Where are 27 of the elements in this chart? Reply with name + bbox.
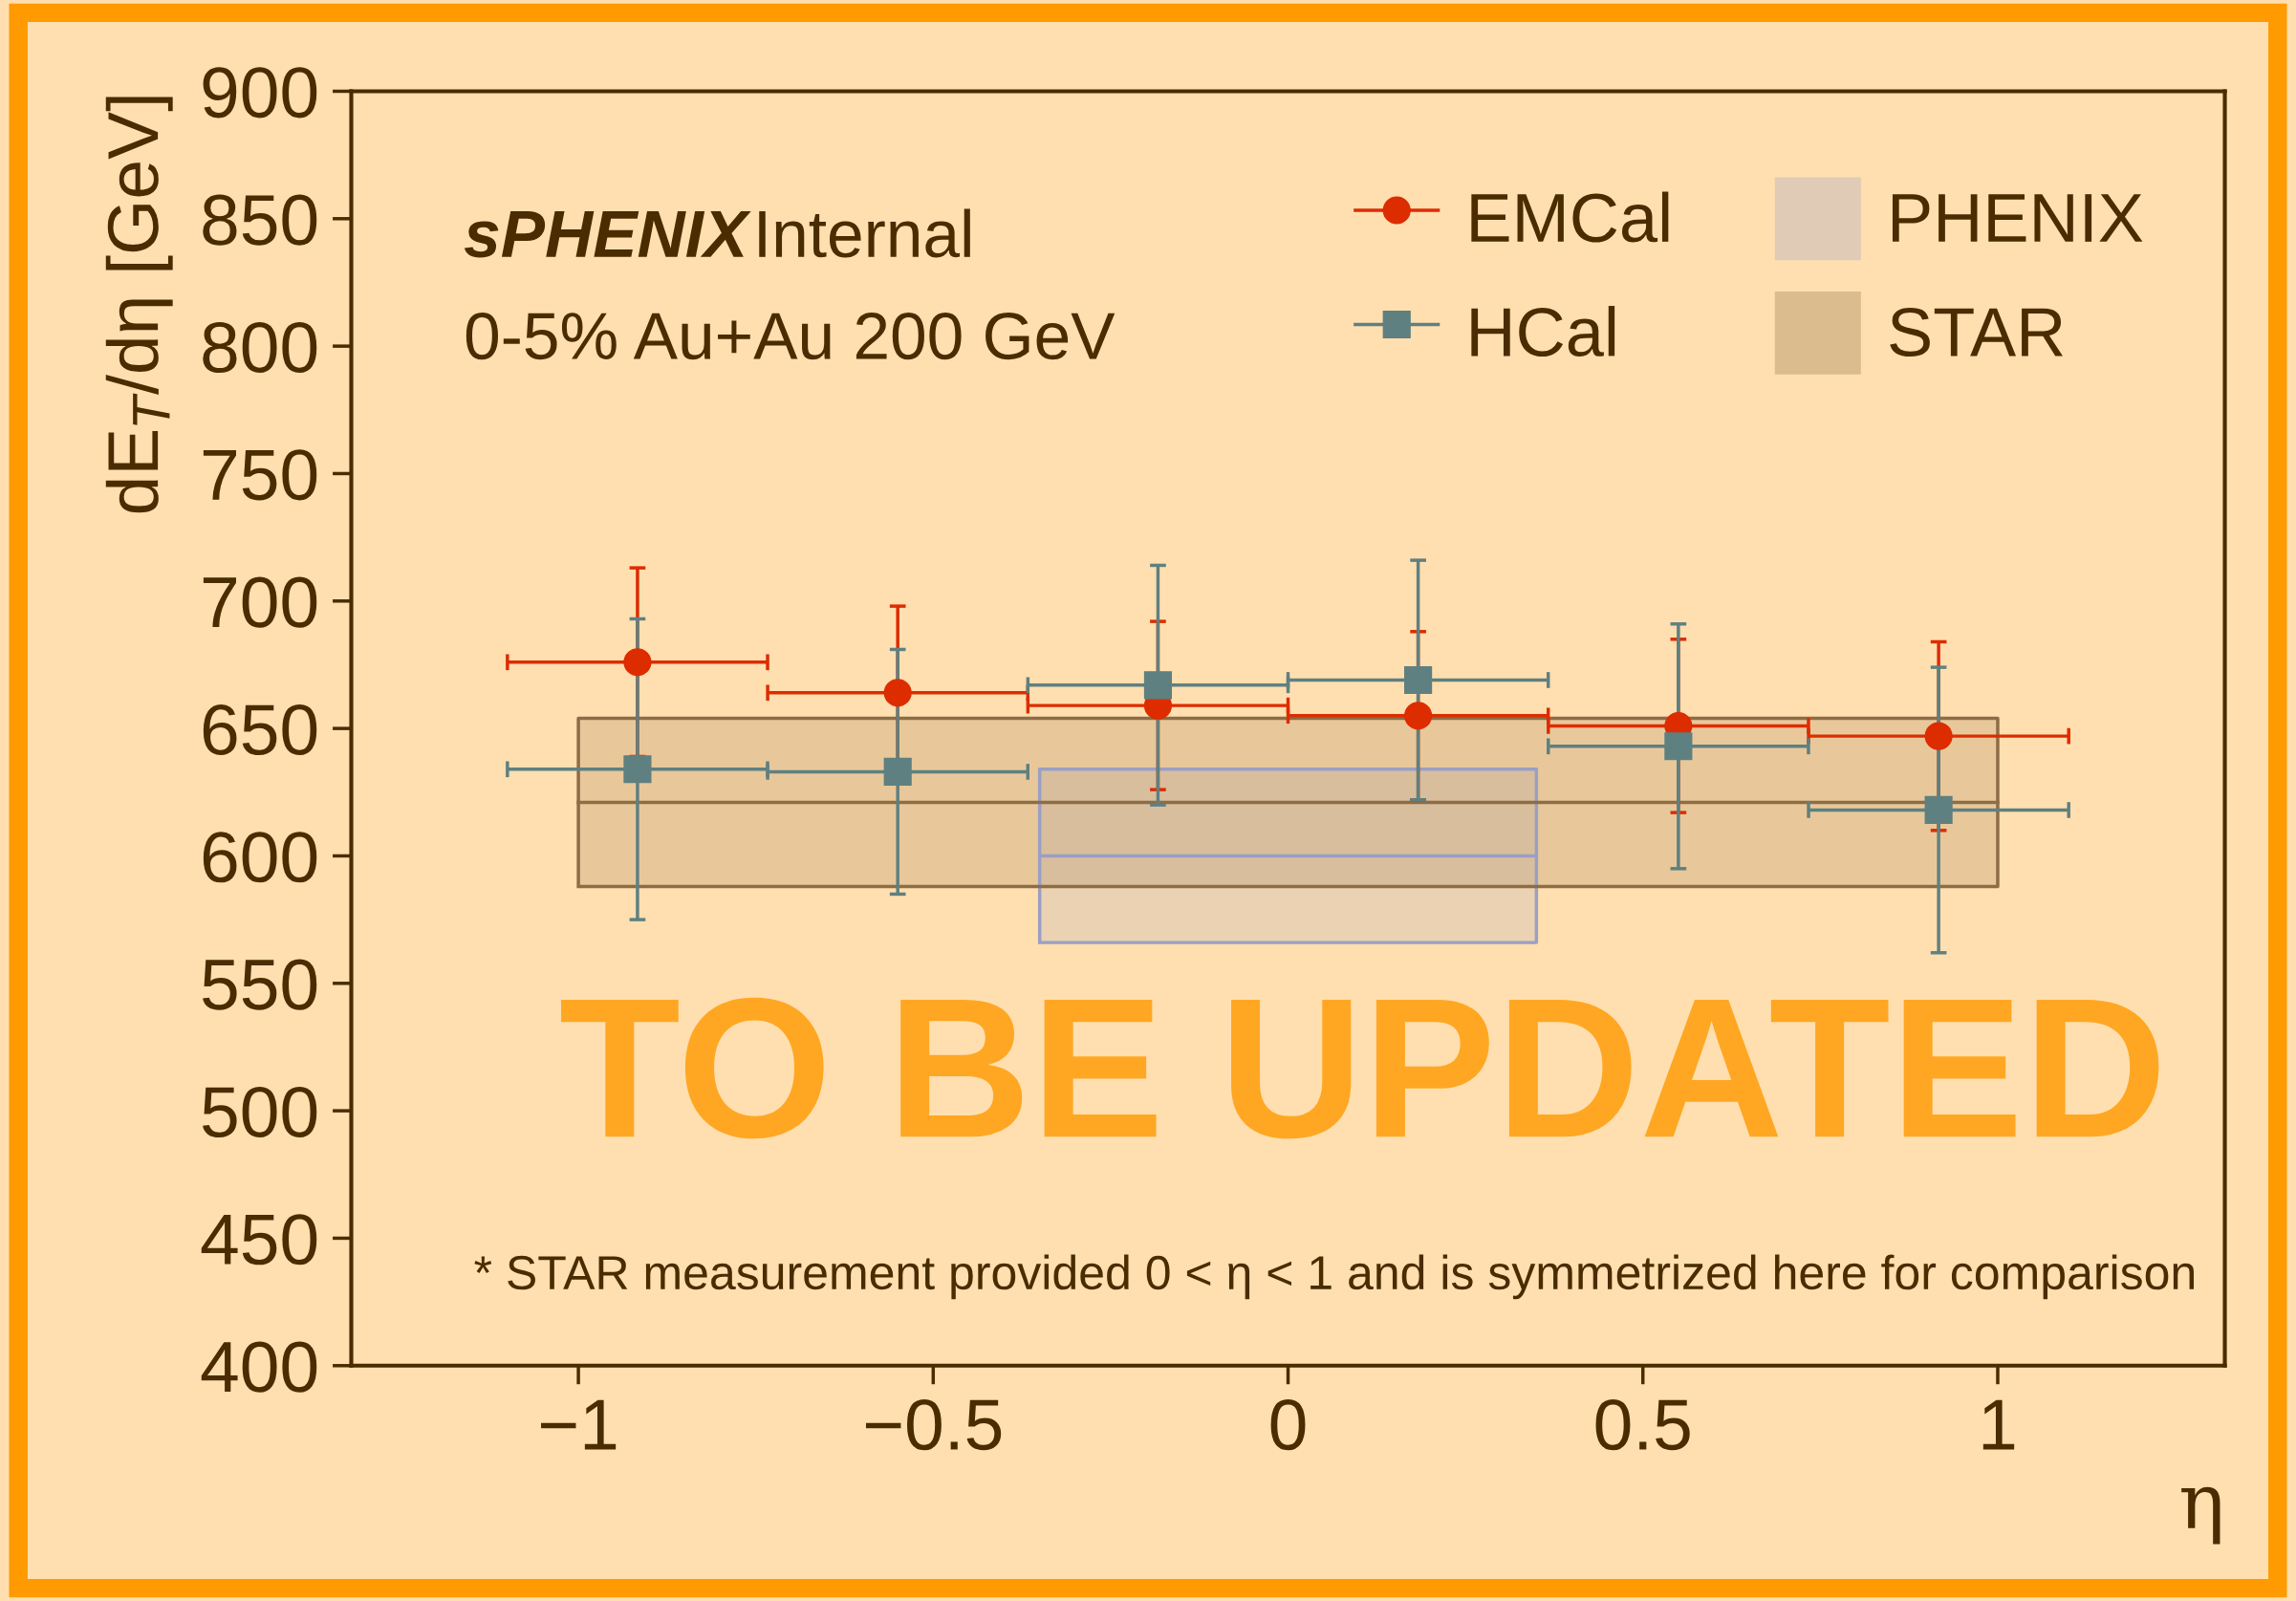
annotation: TO BE UPDATED [561, 997, 2159, 1139]
annotation: Internal [759, 208, 970, 258]
x-axis-title: η [2181, 1486, 2220, 1545]
legend-label: HCal [1471, 306, 1615, 357]
y-tick-label: 400 [201, 1341, 317, 1393]
y-tick-label: 650 [203, 703, 317, 756]
x-tick-label: −1 [541, 1399, 617, 1450]
y-axis-title: dE$_{T}$/dη [GeV] [105, 97, 173, 513]
annotation: * STAR measurement provided 0 < η < 1 and is symmetrized here for comparison [474, 1254, 2194, 1300]
annotation: sPHENIX [464, 211, 751, 258]
y-tick-label: 700 [203, 576, 317, 628]
x-tick-label: 1 [1982, 1399, 2015, 1450]
x-tick-label: −0.5 [865, 1399, 1002, 1451]
y-tick-label: 450 [201, 1214, 317, 1266]
y-tick-label: 550 [203, 959, 317, 1010]
legend-label: PHENIX [1892, 194, 2143, 242]
x-tick-label: 0.5 [1595, 1399, 1690, 1451]
y-tick-label: 600 [203, 832, 317, 883]
y-tick-label: 750 [203, 449, 317, 501]
y-tick-label: 800 [203, 321, 317, 374]
y-tick-label: 850 [203, 194, 317, 246]
y-tick-label: 500 [203, 1086, 317, 1138]
x-tick-label: 0 [1270, 1399, 1306, 1451]
annotation: 0-5% Au+Au 200 GeV [466, 312, 1116, 360]
legend-label: STAR [1890, 307, 2063, 357]
y-tick-label: 900 [203, 67, 317, 119]
legend-label: EMCal [1471, 191, 1669, 243]
